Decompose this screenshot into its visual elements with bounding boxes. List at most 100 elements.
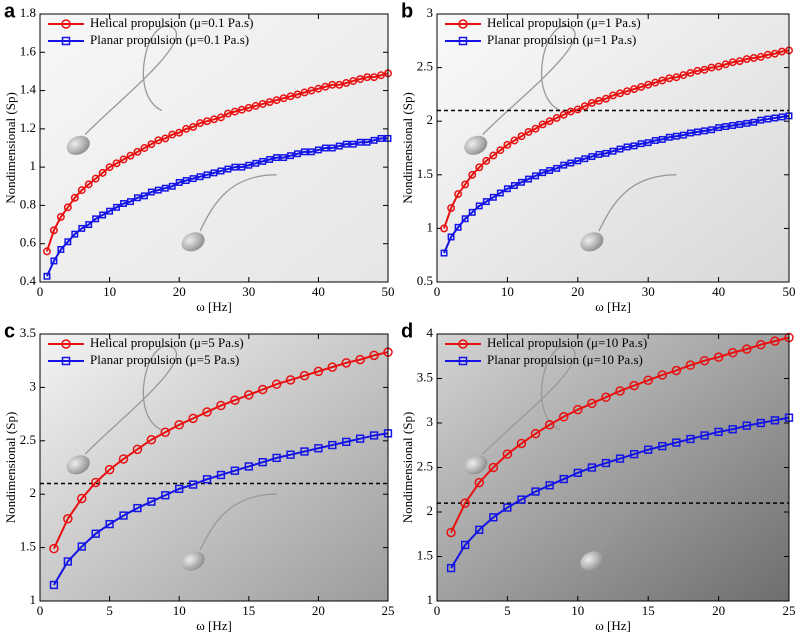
legend-marker	[458, 19, 468, 29]
point	[708, 126, 716, 134]
point	[161, 184, 169, 192]
point	[300, 88, 309, 97]
point	[545, 481, 554, 490]
point	[637, 82, 646, 91]
plot-background	[40, 334, 388, 601]
point	[342, 140, 350, 148]
point	[49, 580, 59, 590]
point	[503, 503, 512, 512]
y-axis-label: Nondimensional (Sp)	[3, 412, 18, 524]
point	[728, 425, 737, 434]
point	[693, 66, 702, 75]
legend-label: Planar propulsion (μ=10 Pa.s)	[487, 352, 643, 367]
point	[517, 132, 526, 141]
y-tick-label: 2.5	[417, 458, 433, 473]
point	[699, 355, 710, 366]
point	[686, 69, 695, 77]
point	[763, 50, 772, 59]
point	[531, 124, 540, 133]
point	[230, 395, 240, 405]
plot-frame	[39, 333, 389, 602]
point	[286, 450, 295, 459]
y-tick-label: 3	[30, 378, 37, 393]
point	[154, 186, 162, 194]
point	[679, 71, 688, 80]
point	[474, 477, 484, 488]
x-tick-label: 0	[37, 603, 44, 618]
point	[119, 155, 128, 164]
point	[154, 136, 163, 145]
point	[259, 157, 267, 165]
point	[244, 462, 253, 471]
point	[440, 224, 448, 233]
point	[188, 413, 198, 424]
x-tick-label: 20	[312, 603, 325, 618]
point	[369, 431, 379, 440]
point	[736, 120, 744, 128]
point	[216, 470, 226, 480]
point	[665, 133, 673, 141]
y-tick-label: 1.2	[20, 120, 36, 135]
legend-label: Planar propulsion (μ=5 Pa.s)	[90, 352, 239, 367]
point	[587, 463, 597, 472]
point	[778, 47, 786, 56]
point	[510, 182, 518, 189]
point	[454, 223, 462, 231]
series-line	[450, 336, 790, 533]
legend-label: Helical propulsion (μ=0.1 Pa.s)	[90, 15, 253, 30]
point	[616, 145, 624, 153]
point	[175, 178, 183, 186]
point	[112, 159, 121, 168]
point	[189, 175, 197, 183]
series-line	[443, 114, 790, 254]
point	[770, 336, 780, 346]
x-tick-label: 20	[173, 284, 186, 299]
point	[503, 140, 512, 149]
point	[447, 204, 456, 212]
point	[686, 129, 694, 137]
point	[307, 148, 315, 156]
point	[553, 164, 561, 172]
point	[105, 519, 114, 529]
point	[147, 140, 156, 149]
point	[651, 78, 660, 87]
point	[146, 434, 157, 445]
point	[293, 90, 302, 99]
point	[517, 495, 526, 504]
series-line	[46, 137, 388, 277]
point	[735, 57, 744, 66]
point	[552, 114, 561, 122]
point	[230, 107, 239, 116]
point	[721, 60, 730, 69]
point	[609, 147, 617, 155]
point	[188, 480, 198, 489]
point	[377, 71, 385, 80]
legend-marker	[458, 36, 468, 46]
point	[77, 186, 86, 195]
point	[50, 257, 58, 265]
y-tick-label: 2.5	[417, 59, 433, 74]
point	[182, 177, 190, 185]
point	[217, 167, 225, 175]
point	[679, 131, 687, 139]
point	[651, 137, 659, 144]
point	[630, 85, 639, 93]
point	[714, 427, 723, 437]
point	[140, 144, 149, 152]
point	[644, 445, 653, 454]
x-tick-label: 50	[783, 284, 796, 299]
point	[594, 96, 603, 105]
point	[770, 49, 779, 58]
point	[587, 398, 597, 409]
point	[482, 156, 491, 165]
point	[643, 375, 653, 386]
point	[713, 352, 724, 362]
point	[672, 73, 681, 82]
y-tick-label: 3	[427, 414, 434, 429]
x-tick-label: 10	[103, 284, 116, 299]
point	[63, 514, 73, 524]
legend-label: Helical propulsion (μ=10 Pa.s)	[487, 335, 647, 350]
point	[546, 167, 554, 174]
point	[84, 180, 93, 189]
point	[327, 362, 338, 372]
